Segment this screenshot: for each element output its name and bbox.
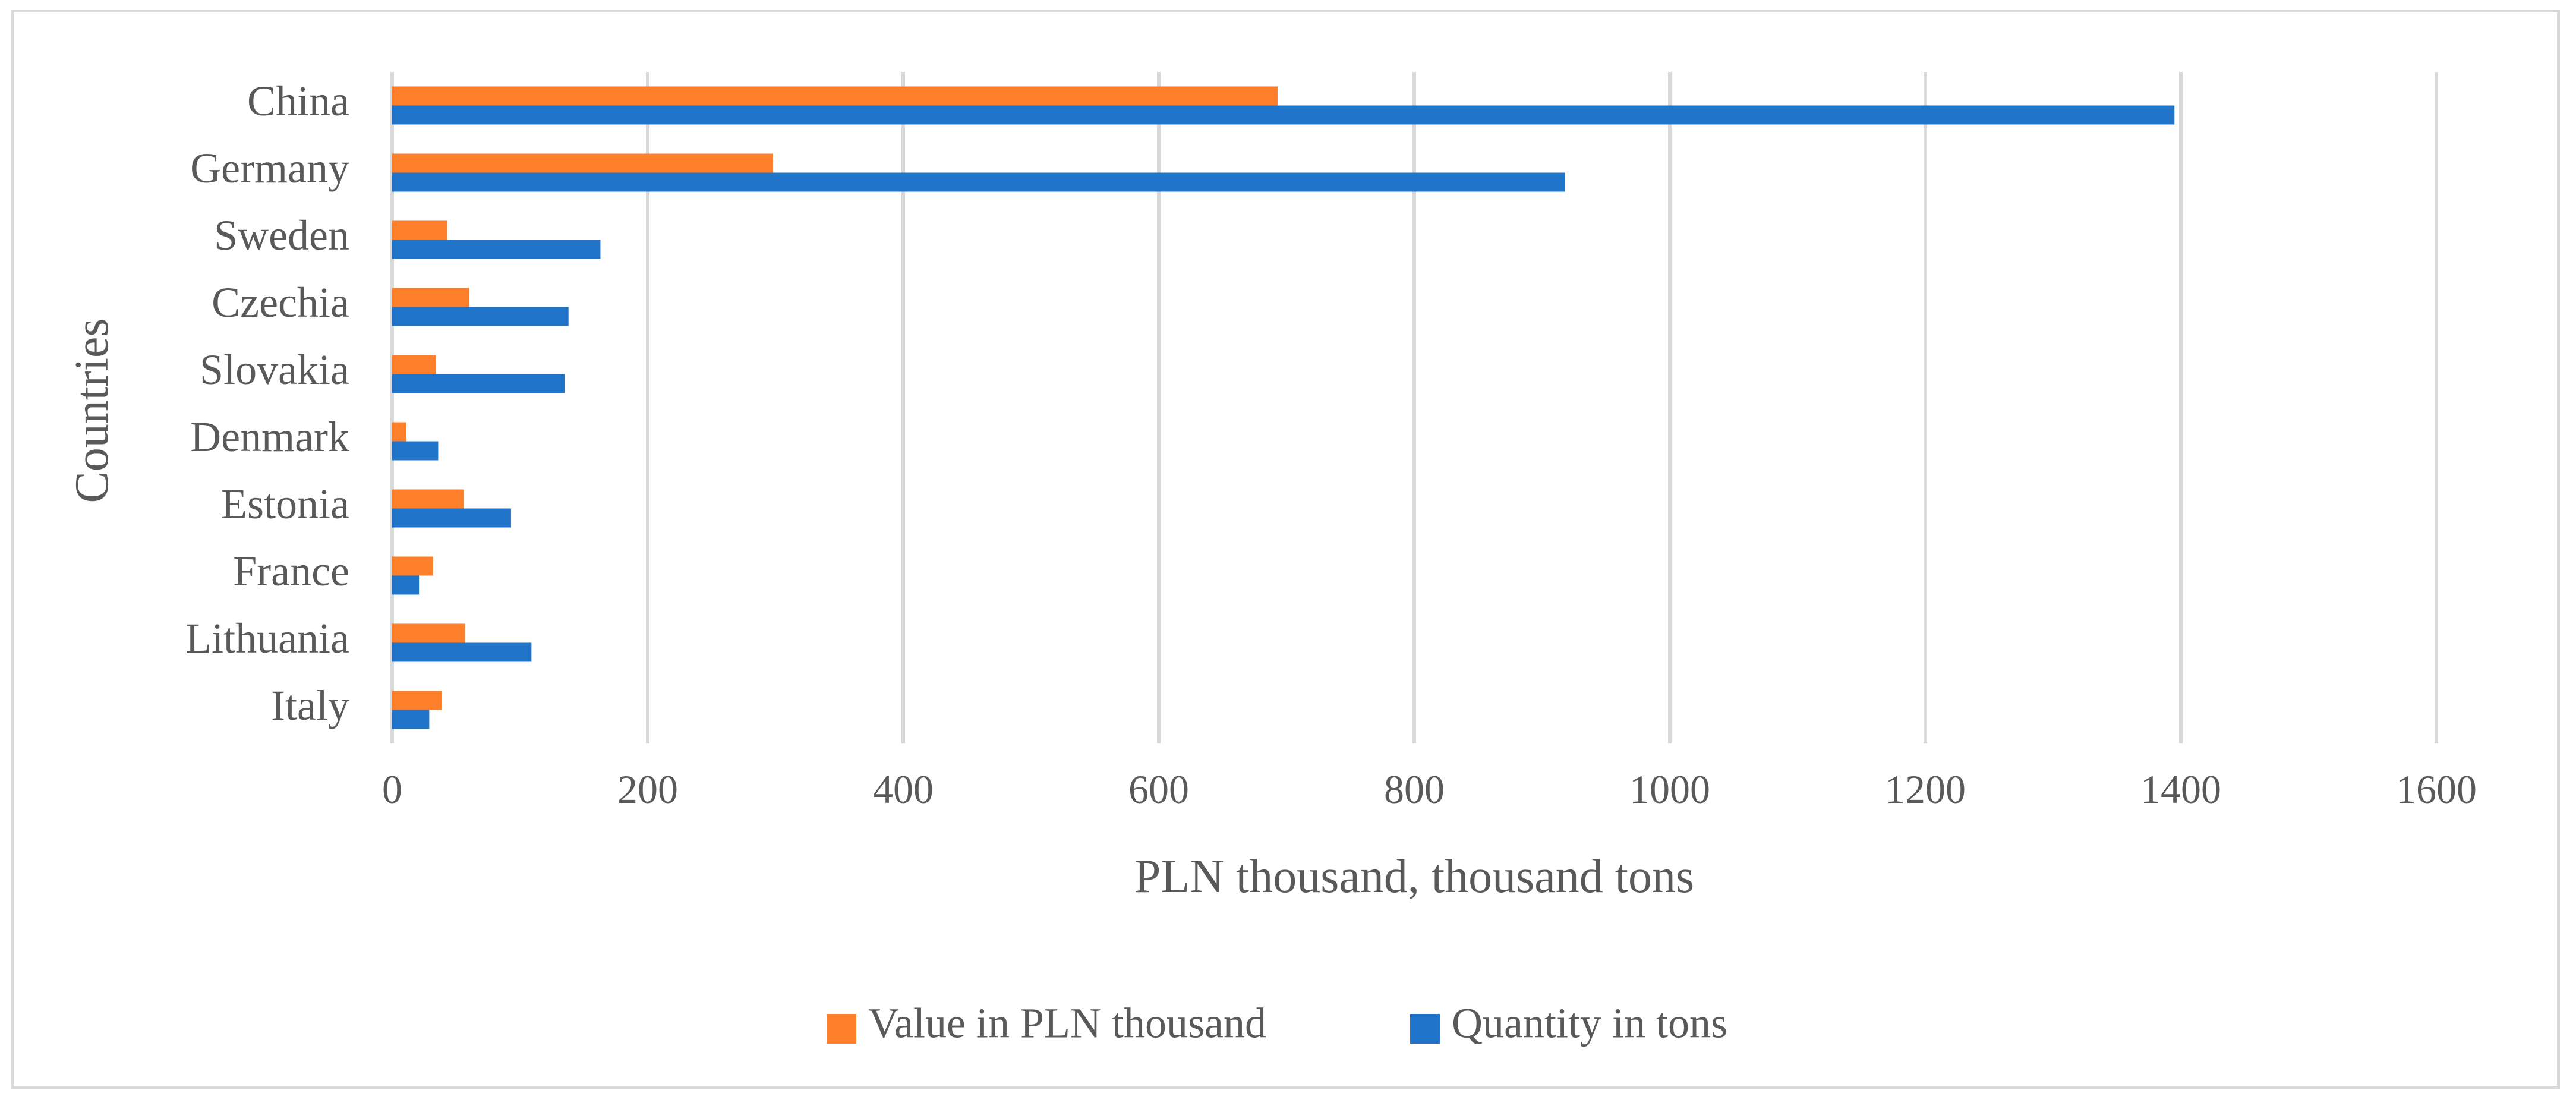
category-label-denmark: Denmark: [190, 413, 349, 461]
legend-swatch-quantity: [1410, 1014, 1440, 1044]
bar-value-italy: [392, 691, 442, 710]
bar-quantity-lithuania: [392, 642, 532, 662]
x-tick-label: 400: [873, 767, 934, 812]
bar-quantity-estonia: [392, 508, 511, 528]
x-tick-label: 1400: [2140, 767, 2221, 812]
bar-value-sweden: [392, 220, 447, 240]
category-label-france: France: [233, 547, 349, 595]
bar-value-denmark: [392, 422, 406, 442]
bar-value-china: [392, 86, 1278, 106]
bars: [392, 86, 2175, 729]
legend: Value in PLN thousand Quantity in tons: [827, 1000, 1727, 1047]
category-label-italy: Italy: [271, 682, 349, 729]
x-tick-label: 1000: [1629, 767, 1710, 812]
bar-value-germany: [392, 153, 773, 173]
bar-quantity-sweden: [392, 240, 601, 259]
category-label-lithuania: Lithuania: [185, 615, 349, 662]
x-tick-labels: 0 200 400 600 800 1000 1200 1400 1600: [382, 767, 2477, 812]
category-label-czechia: Czechia: [212, 279, 349, 326]
bar-quantity-slovakia: [392, 374, 565, 393]
legend-swatch-value: [827, 1014, 856, 1044]
bar-value-france: [392, 556, 433, 576]
category-label-germany: Germany: [190, 144, 349, 192]
x-tick-label: 0: [382, 767, 402, 812]
category-label-estonia: Estonia: [221, 480, 349, 528]
x-tick-label: 1200: [1885, 767, 1966, 812]
bar-value-slovakia: [392, 355, 436, 374]
bar-value-estonia: [392, 489, 464, 509]
x-axis-title: PLN thousand, thousand tons: [1134, 850, 1694, 903]
bar-quantity-china: [392, 105, 2175, 125]
x-tick-label: 200: [617, 767, 678, 812]
bar-quantity-france: [392, 575, 420, 595]
bar-chart: China Germany Sweden Czechia Slovakia Denmark…: [66, 72, 2477, 1047]
x-tick-label: 1600: [2396, 767, 2477, 812]
bar-quantity-denmark: [392, 441, 439, 461]
y-axis-title: Countries: [66, 318, 118, 503]
x-tick-label: 600: [1128, 767, 1189, 812]
bar-value-lithuania: [392, 623, 465, 643]
category-labels: China Germany Sweden Czechia Slovakia Denmark…: [185, 77, 349, 729]
x-tick-label: 800: [1384, 767, 1445, 812]
bar-quantity-czechia: [392, 307, 569, 326]
category-label-sweden: Sweden: [214, 212, 349, 259]
category-label-slovakia: Slovakia: [200, 346, 349, 393]
legend-label-quantity: Quantity in tons: [1452, 1000, 1727, 1047]
bar-quantity-italy: [392, 710, 430, 729]
category-label-china: China: [247, 77, 349, 125]
legend-label-value: Value in PLN thousand: [868, 1000, 1266, 1047]
bar-quantity-germany: [392, 172, 1565, 192]
chart-frame: China Germany Sweden Czechia Slovakia Denmark…: [11, 10, 2560, 1089]
bar-value-czechia: [392, 288, 469, 307]
